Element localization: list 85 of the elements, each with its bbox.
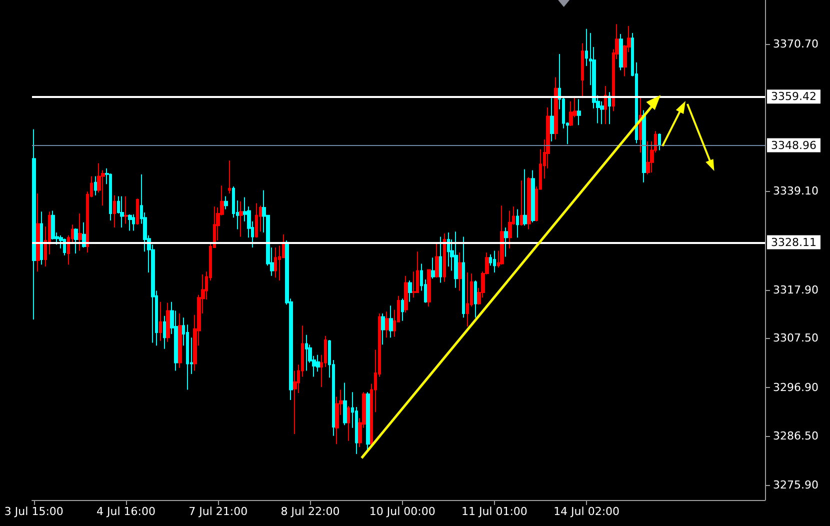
candlestick xyxy=(585,28,588,67)
candlestick xyxy=(516,208,519,238)
y-tick-label: 3286.50 xyxy=(773,429,818,442)
y-tick-label: 3296.90 xyxy=(773,380,818,394)
x-tick-label: 8 Jul 22:00 xyxy=(280,505,340,518)
candlestick xyxy=(128,214,132,232)
candlestick xyxy=(639,96,642,154)
candlestick xyxy=(531,170,535,223)
candlestick xyxy=(224,196,228,210)
candlestick xyxy=(274,246,277,278)
candlestick xyxy=(527,176,531,230)
candlestick xyxy=(431,257,435,280)
candlestick xyxy=(500,205,504,266)
candlestick xyxy=(366,392,370,452)
candlestick xyxy=(604,86,607,125)
candlestick xyxy=(569,100,573,127)
ref-line-label: 3359.42 xyxy=(771,90,816,104)
candlestick xyxy=(619,33,623,71)
candlestick xyxy=(40,211,43,266)
x-tick-label: 3 Jul 15:00 xyxy=(4,505,64,518)
candlestick xyxy=(178,312,182,368)
candlestick xyxy=(447,232,450,268)
candlestick xyxy=(462,236,465,318)
candlestick xyxy=(113,194,116,228)
candlestick xyxy=(343,382,347,426)
candlestick xyxy=(51,210,55,240)
candlestick xyxy=(239,200,243,238)
y-tick-label: 3370.70 xyxy=(773,38,818,51)
candlestick xyxy=(74,228,78,254)
candlestick xyxy=(36,192,40,272)
candlestick xyxy=(389,305,393,338)
candlestick xyxy=(493,250,496,274)
candlestick xyxy=(305,334,308,372)
candlestick xyxy=(577,98,581,126)
y-tick-label: 3339.10 xyxy=(773,184,818,198)
candlestick xyxy=(166,302,170,342)
candlestick xyxy=(520,180,523,226)
ref-line-label: 3328.11 xyxy=(771,236,816,249)
x-tick-label: 11 Jul 01:00 xyxy=(461,505,528,518)
candlestick xyxy=(454,231,458,288)
candlestick xyxy=(124,196,128,224)
candlestick xyxy=(439,236,442,284)
ref-line-label: 3348.96 xyxy=(771,138,816,152)
candlestick xyxy=(466,272,469,328)
candlestick xyxy=(404,275,408,314)
candlestick xyxy=(316,354,320,372)
candlestick xyxy=(504,226,508,258)
candlestick xyxy=(132,214,135,232)
candlestick xyxy=(408,280,412,302)
candlestick xyxy=(78,212,82,252)
candlestick xyxy=(347,406,350,442)
candlestick xyxy=(508,210,512,249)
x-tick-label: 4 Jul 16:00 xyxy=(96,505,156,518)
candlestick xyxy=(474,280,477,318)
candlestick xyxy=(458,252,462,292)
candlestick xyxy=(94,176,97,196)
candlestick xyxy=(646,140,650,175)
y-tick-label: 3317.90 xyxy=(773,283,818,296)
x-tick-label: 7 Jul 21:00 xyxy=(188,505,248,518)
candlestick xyxy=(443,232,446,282)
candlestick xyxy=(32,128,36,320)
candlestick xyxy=(109,172,112,221)
candlestick xyxy=(401,298,404,322)
x-tick-label: 14 Jul 02:00 xyxy=(554,505,620,518)
candlestick xyxy=(385,311,389,338)
candlestick xyxy=(642,110,646,183)
candlestick xyxy=(120,196,124,228)
candlestick xyxy=(228,160,231,194)
candlestick xyxy=(163,315,166,350)
candlestick xyxy=(550,98,554,142)
candlestick xyxy=(381,312,385,346)
candlestick xyxy=(159,301,162,342)
candlestick xyxy=(581,42,584,99)
candlestick xyxy=(435,242,439,278)
candlestick xyxy=(255,202,258,238)
x-tick-label: 10 Jul 00:00 xyxy=(369,505,436,518)
candlestick xyxy=(608,92,611,125)
candlestick xyxy=(136,198,139,226)
candlestick xyxy=(523,168,527,226)
y-tick-label: 3307.50 xyxy=(773,332,818,345)
candlestick xyxy=(554,76,558,140)
y-tick-label: 3275.90 xyxy=(773,478,818,492)
candlestick xyxy=(416,251,419,294)
candlestick xyxy=(427,269,431,308)
candlestick xyxy=(658,132,661,151)
